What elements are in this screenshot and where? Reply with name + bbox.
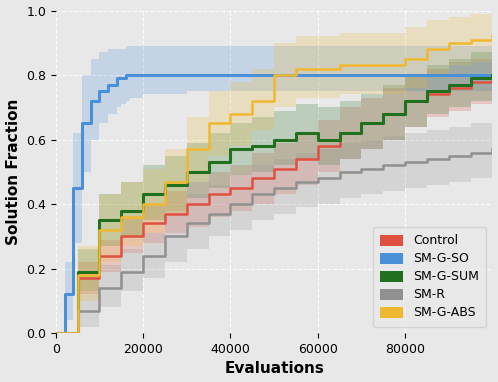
Legend: Control, SM-G-SO, SM-G-SUM, SM-R, SM-G-ABS: Control, SM-G-SO, SM-G-SUM, SM-R, SM-G-A… [373, 227, 486, 327]
X-axis label: Evaluations: Evaluations [224, 361, 324, 376]
Y-axis label: Solution Fraction: Solution Fraction [5, 99, 20, 245]
